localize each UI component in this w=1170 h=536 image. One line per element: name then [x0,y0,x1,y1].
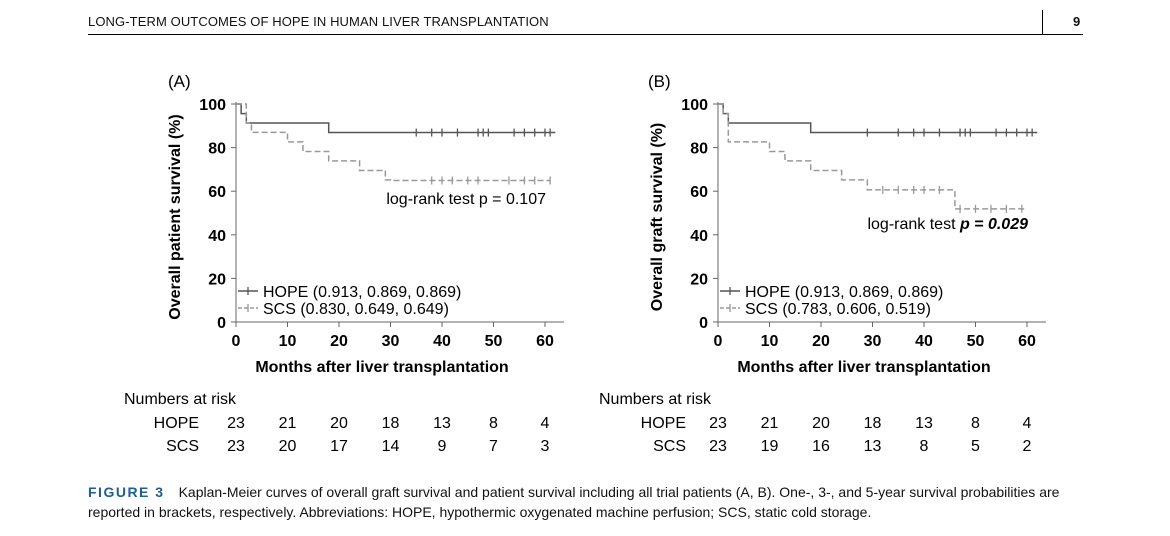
y-tick-label-a-20: 20 [208,271,226,288]
header-divider [1042,10,1043,34]
x-tick-label-a-60: 60 [536,333,554,350]
legend-label-a-scs: SCS (0.830, 0.649, 0.649) [263,301,449,318]
figure-caption: FIGURE 3 Kaplan-Meier curves of overall g… [88,482,1083,522]
risk-row-label-a-hope: HOPE [154,415,199,432]
risk-row-label-b-scs: SCS [653,438,686,455]
risk-value-b-scs-10: 19 [761,438,779,455]
x-tick-label-b-40: 40 [915,333,933,350]
y-tick-label-a-80: 80 [208,141,226,158]
risk-value-a-scs-60: 3 [541,438,550,455]
km-chart-panel-b: (B) 0 20 40 60 80 100 0 10 20 30 40 50 60 Months after… [599,72,1046,455]
page-number: 9 [1073,14,1081,29]
caption-text: Kaplan-Meier curves of overall graft sur… [88,484,1060,520]
y-tick-label-a-100: 100 [199,97,226,114]
risk-value-a-hope-40: 13 [433,415,451,432]
survival-curve-a-hope [236,103,556,134]
x-tick-label-a-50: 50 [485,333,503,350]
risk-value-a-hope-60: 4 [541,415,550,432]
risk-value-b-scs-0: 23 [709,438,727,455]
y-tick-label-b-100: 100 [681,97,708,114]
x-tick-label-b-30: 30 [864,333,882,350]
x-tick-label-a-30: 30 [382,333,400,350]
risk-table-title-a: Numbers at risk [124,391,237,408]
y-tick-label-b-80: 80 [690,141,708,158]
risk-value-b-hope-60: 4 [1023,415,1032,432]
risk-value-b-scs-30: 13 [864,438,882,455]
risk-value-a-hope-0: 23 [227,415,245,432]
y-axis-label-a: Overall patient survival (%) [167,114,184,319]
x-axis-label-b: Months after liver transplantation [737,359,990,376]
x-tick-label-b-60: 60 [1018,333,1036,350]
risk-value-a-hope-50: 8 [489,415,498,432]
risk-value-b-hope-20: 20 [812,415,830,432]
survival-curve-a-scs [236,103,551,182]
legend-label-b-hope: HOPE (0.913, 0.869, 0.869) [745,284,943,301]
x-tick-label-b-0: 0 [714,333,723,350]
running-header: LONG-TERM OUTCOMES OF HOPE IN HUMAN LIVE… [88,14,549,29]
risk-row-label-b-hope: HOPE [641,415,686,432]
panel-label-b: (B) [648,72,671,91]
risk-value-b-scs-40: 8 [920,438,929,455]
risk-value-a-hope-20: 20 [330,415,348,432]
risk-value-b-hope-0: 23 [709,415,727,432]
risk-value-b-hope-30: 18 [864,415,882,432]
y-tick-label-b-40: 40 [690,228,708,245]
figure-label: FIGURE 3 [88,484,165,500]
risk-value-a-scs-50: 7 [489,438,498,455]
risk-row-label-a-scs: SCS [166,438,199,455]
legend-label-a-hope: HOPE (0.913, 0.869, 0.869) [263,284,461,301]
logrank-annotation-a: log-rank test p = 0.107 [386,191,546,208]
panel-label-a: (A) [168,72,191,91]
risk-value-a-hope-30: 18 [382,415,400,432]
x-tick-label-a-10: 10 [279,333,297,350]
x-tick-label-a-0: 0 [232,333,241,350]
risk-value-b-scs-50: 5 [971,438,980,455]
y-axis-label-b: Overall graft survival (%) [649,123,666,312]
x-tick-label-b-10: 10 [761,333,779,350]
survival-curve-b-hope [718,103,1038,134]
x-axis-label-a: Months after liver transplantation [255,359,508,376]
logrank-annotation-b: log-rank test p = 0.029 [867,216,1028,233]
risk-value-b-hope-40: 13 [915,415,933,432]
risk-value-b-scs-20: 16 [812,438,830,455]
risk-value-b-hope-10: 21 [761,415,779,432]
header-rule [88,34,1083,35]
risk-value-b-hope-50: 8 [971,415,980,432]
risk-value-a-scs-10: 20 [279,438,297,455]
risk-value-a-scs-20: 17 [330,438,348,455]
y-tick-label-b-20: 20 [690,271,708,288]
risk-value-a-scs-30: 14 [382,438,400,455]
x-tick-label-b-20: 20 [812,333,830,350]
y-tick-label-a-60: 60 [208,184,226,201]
risk-value-b-scs-60: 2 [1023,438,1032,455]
y-tick-label-b-0: 0 [699,315,708,332]
y-tick-label-a-0: 0 [217,315,226,332]
risk-value-a-scs-0: 23 [227,438,245,455]
risk-value-a-hope-10: 21 [279,415,297,432]
km-chart-panel-a: (A) 0 20 40 60 80 100 0 10 20 30 40 50 60 Months after… [124,72,564,455]
x-tick-label-b-50: 50 [967,333,985,350]
survival-curve-b-scs [718,103,1027,210]
x-tick-label-a-40: 40 [433,333,451,350]
x-tick-label-a-20: 20 [330,333,348,350]
y-tick-label-a-40: 40 [208,228,226,245]
legend-label-b-scs: SCS (0.783, 0.606, 0.519) [745,301,931,318]
y-tick-label-b-60: 60 [690,184,708,201]
risk-table-title-b: Numbers at risk [599,391,712,408]
risk-value-a-scs-40: 9 [438,438,447,455]
